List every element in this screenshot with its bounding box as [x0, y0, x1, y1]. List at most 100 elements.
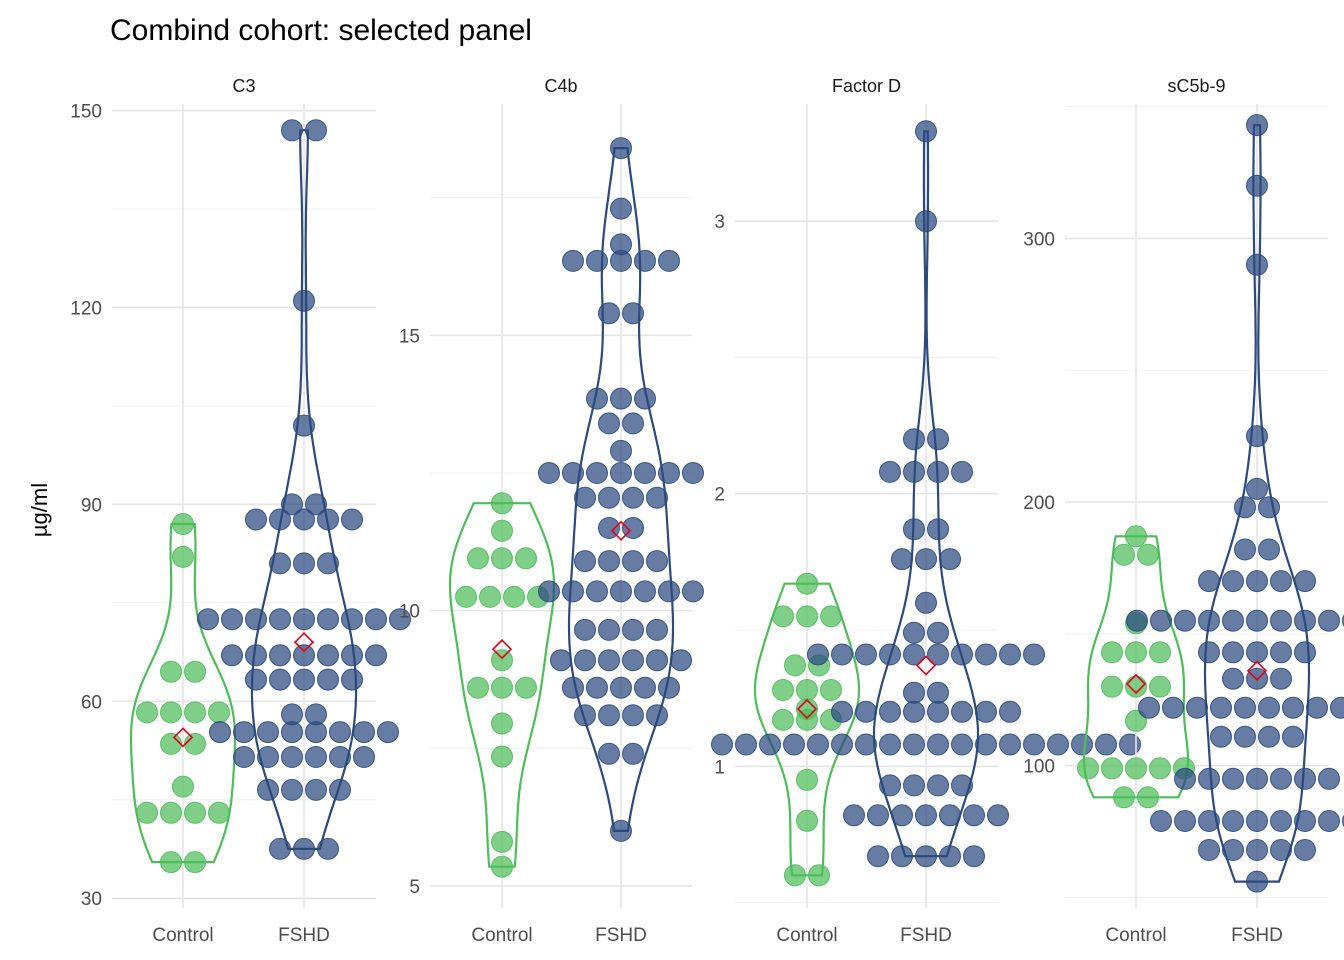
data-point [820, 605, 842, 628]
data-point [586, 387, 608, 410]
data-point [184, 660, 206, 683]
data-point [1222, 609, 1244, 632]
data-point [455, 585, 477, 608]
data-point [491, 712, 513, 735]
data-point [1198, 570, 1220, 593]
data-point [807, 643, 829, 666]
data-point [1306, 696, 1328, 719]
data-point [269, 552, 291, 575]
data-point [1246, 641, 1268, 664]
x-tick-label: FSHD [900, 925, 952, 946]
data-point [1150, 810, 1172, 832]
y-tick-label: 300 [1023, 229, 1055, 250]
facet-strip-label: Factor D [832, 76, 901, 96]
data-point [598, 486, 620, 509]
data-point [353, 746, 375, 768]
data-point [820, 679, 842, 701]
data-point [1222, 570, 1244, 593]
data-point [1246, 477, 1268, 500]
data-point [772, 679, 794, 701]
data-point [1125, 641, 1147, 664]
data-point [160, 660, 182, 683]
y-axis-label: µg/ml [27, 483, 52, 537]
data-point [172, 545, 194, 568]
data-point [269, 608, 291, 631]
x-tick-label: FSHD [278, 925, 330, 946]
data-point [1234, 496, 1256, 519]
data-point [796, 605, 818, 628]
data-point [1125, 757, 1147, 780]
facet-panels: 30 60 90 120 150 Control FSHD C3 5 10 15 Control FSH… [70, 76, 1344, 946]
data-point [365, 608, 387, 631]
data-point [951, 460, 973, 483]
data-point [281, 119, 303, 142]
data-point [634, 462, 656, 484]
data-point [503, 585, 525, 608]
data-point [796, 679, 818, 701]
data-point [927, 681, 949, 704]
data-point [622, 742, 644, 765]
data-point [233, 721, 255, 744]
data-point [341, 608, 363, 631]
data-point [293, 552, 315, 575]
data-point [269, 644, 291, 667]
data-point [538, 462, 560, 484]
data-point [586, 249, 608, 272]
data-point [1294, 767, 1316, 790]
y-tick-label: 60 [81, 692, 102, 713]
data-point [208, 801, 230, 824]
data-point [305, 493, 327, 516]
violin-control [753, 582, 861, 877]
data-point [843, 804, 865, 827]
data-point [1282, 696, 1304, 719]
data-point [136, 801, 158, 824]
panel-c4b: 5 10 15 Control FSHD C4b [399, 76, 704, 946]
data-point [1270, 839, 1292, 861]
data-point [903, 643, 925, 666]
data-point [927, 621, 949, 644]
data-point [598, 649, 620, 672]
data-point [1137, 543, 1159, 566]
data-point [245, 608, 267, 631]
data-point [160, 851, 182, 874]
data-point [1125, 525, 1147, 548]
data-point [1246, 767, 1268, 790]
data-point [257, 778, 279, 801]
data-point [1210, 725, 1232, 748]
data-point [586, 462, 608, 484]
data-point [951, 774, 973, 797]
data-point [807, 733, 829, 756]
data-point [1125, 709, 1147, 732]
data-point [831, 643, 853, 666]
mean-marker [293, 632, 315, 653]
data-point [915, 210, 937, 233]
data-point [1138, 696, 1160, 719]
data-point [903, 700, 925, 723]
data-point [610, 819, 632, 842]
data-point [269, 837, 291, 860]
data-point [1282, 725, 1304, 748]
data-point [574, 550, 596, 573]
data-point [634, 676, 656, 699]
data-point [1222, 810, 1244, 832]
data-point [1222, 667, 1244, 690]
data-point [646, 618, 668, 641]
panel-sc5b-9: 100 200 300 Control FSHD sC5b-9 [1023, 76, 1344, 946]
x-tick-label: Control [1105, 925, 1166, 946]
data-point [1246, 609, 1268, 632]
facet-strip-label: C4b [544, 76, 577, 96]
data-point [574, 704, 596, 727]
data-point [682, 580, 704, 603]
data-point [160, 801, 182, 824]
data-point [622, 302, 644, 325]
data-point [1258, 538, 1280, 561]
data-point [610, 387, 632, 410]
data-point [1119, 733, 1141, 756]
data-point [903, 460, 925, 483]
x-tick-label: Control [776, 925, 837, 946]
violin-control [129, 522, 237, 864]
data-point [1186, 696, 1208, 719]
data-point [903, 428, 925, 451]
data-point [1222, 641, 1244, 664]
